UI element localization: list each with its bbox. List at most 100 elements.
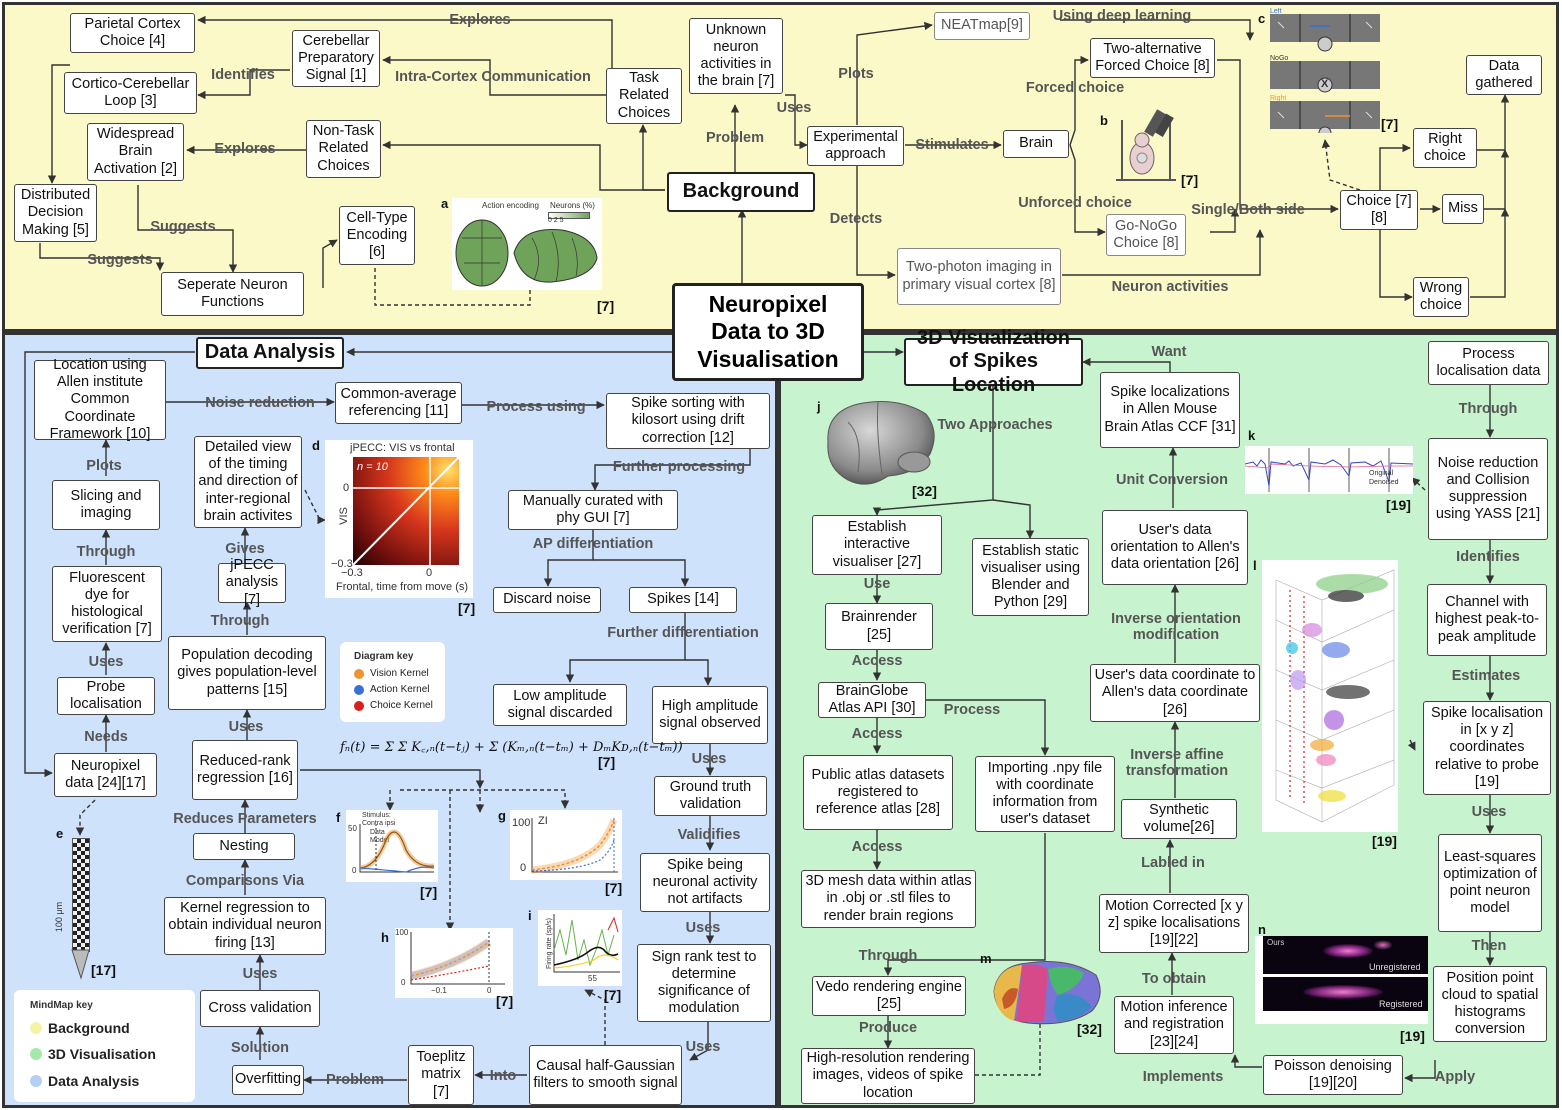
edge-label-into: Into [489,1068,517,1084]
edge-label-through: Through [76,544,136,560]
node-cell-type-encoding: Cell-Type Encoding [6] [339,206,415,265]
fig-f-stim: Stimulus: [362,812,391,819]
fig-n-unregistered: Unregistered [1369,962,1421,972]
edge-label-use: Use [863,576,891,592]
edge-label-further-processing: Further processing [612,459,746,475]
fig-m-ref: [32] [1077,1021,1102,1037]
node-miss: Miss [1442,194,1484,224]
node-label: Common-average referencing [11] [340,385,457,419]
edge-label-labled-in: Labled in [1141,855,1205,871]
edge-label-gives: Gives [225,541,265,557]
node-noise-reduction-yass: Noise reduction and Collision suppressio… [1428,438,1548,540]
edge-label-through-2: Through [210,613,270,629]
figure-n-registered-panel: Registered [1263,977,1428,1011]
edge-label-unforced-choice: Unforced choice [1018,195,1132,211]
node-label: Seperate Neuron Functions [177,276,288,310]
node-label: Two-alternative Forced Choice [8] [1095,40,1210,74]
figure-g-zi: ZI 100 0 [510,810,622,880]
figure-n-unregistered-panel: Ours Unregistered [1263,936,1428,974]
fig-f-letter: f [336,810,341,825]
node-seperate-neuron-functions: Seperate Neuron Functions [161,272,304,316]
edge-label-suggests-2: Suggests [87,252,153,268]
node-label: Motion Corrected [x y z] spike localisat… [1105,897,1243,949]
node-slicing-and-imaging: Slicing and imaging [52,480,160,530]
node-process-localisation-data: Process localisation data [1428,341,1549,385]
fig-d-letter: d [312,438,320,453]
fig-h-0: 0 [401,978,406,987]
node-least-squares: Least-squares optimization of point neur… [1438,834,1542,932]
node-label: Choice [7][8] [1346,192,1412,226]
mindmap-key-analysis: Data Analysis [30,1073,139,1089]
figure-f-stimulus: Stimulus: Contra ipsi Data Model 50 0 [346,810,438,882]
node-label: Establish static visualiser using Blende… [980,542,1081,611]
node-label: Slicing and imaging [70,487,142,521]
node-go-nogo-choice: Go-NoGo Choice [8] [1106,214,1186,256]
central-title-text: Neuropixel Data to 3D Visualisation [697,290,839,372]
edge-label-validifies: Validifies [677,827,741,843]
node-label: Fluorescent dye for histological verific… [62,569,152,638]
fig-h-x0: 0 [487,986,492,995]
edge-label-intra-cortex: Intra-Cortex Communication [395,69,591,85]
node-label: Process localisation data [1436,345,1541,379]
node-brainglobe-api: BrainGlobe Atlas API [30] [818,682,926,718]
node-brain: Brain [1003,130,1069,158]
fig-f-ref: [7] [420,884,438,900]
fig-g-100: 100 [512,817,531,829]
node-label: 3D Visualization of Spikes Location [916,326,1070,396]
edge-label-uses: Uses [88,654,124,670]
fig-n-ref: [19] [1400,1028,1425,1044]
fig-f-contra: Contra ipsi [362,820,396,827]
edge-label-access: Access [851,653,903,669]
figure-c-task-panels: Left NoGo Right X [1270,8,1380,133]
node-label: Cerebellar Preparatory Signal [1] [298,32,374,84]
node-brainrender: Brainrender [25] [825,603,933,650]
fig-e-letter: e [56,826,64,841]
node-channel-peak-to-peak: Channel with highest peak-to-peak amplit… [1427,584,1547,656]
fig-a-neurons: Neurons (%) [550,201,595,210]
figure-n-registration: Ours Unregistered Registered [1255,936,1428,1024]
fig-g-letter: g [498,808,506,823]
node-nesting: Nesting [193,833,295,860]
edge-label-ap-differentiation: AP differentiation [532,536,654,552]
node-ground-truth-validation: Ground truth validation [654,776,767,816]
node-label: Low amplitude signal discarded [507,687,613,721]
fig-h-ref: [7] [496,993,514,1009]
node-label: Nesting [219,837,269,854]
node-label: Neuropixel data [24][17] [65,757,146,791]
edge-label-solution: Solution [231,1040,289,1056]
node-label: User's data orientation to Allen's data … [1110,521,1240,573]
node-experimental-approach: Experimental approach [807,126,904,166]
edge-label-uses-4: Uses [685,920,721,936]
fig-a-title: Action encoding [482,201,539,210]
node-overfitting: Overfitting [232,1065,304,1095]
fig-d-x0: −0.3 [341,567,363,579]
node-label: Kernel regression to obtain individual n… [168,900,322,951]
edge-label-inverse-orientation: Inverse orientation modification [1111,611,1241,643]
figure-b-mouse-rig [1112,100,1180,188]
edge-label-identifies: Identifies [211,67,275,83]
fig-d-ref: [7] [458,600,476,616]
node-label: Channel with highest peak-to-peak amplit… [1435,594,1539,645]
node-label: Least-squares optimization of point neur… [1443,848,1537,917]
node-spike-sorting-kilosort: Spike sorting with kilosort using drift … [606,393,770,449]
node-label: Task Related Choices [617,70,671,121]
figure-d-jpecc: jPECC: VIS vs frontal n = 10 VIS 0 −0.3 … [325,440,473,598]
mindmap-key: MindMap key Background 3D Visualisation … [14,990,195,1102]
edge-label-single-both-side: Single/Both side [1191,202,1305,218]
node-motion-inference: Motion inference and registration [23][2… [1114,996,1234,1054]
node-causal-half-gaussian: Causal half-Gaussian filters to smooth s… [529,1045,682,1105]
edge-label-uses-3: Uses [691,751,727,767]
node-parietal-cortex-choice: Parietal Cortex Choice [4] [70,13,195,53]
diagram-key-label: Action Kernel [370,684,430,695]
edge-label-to-obtain: To obtain [1141,971,1207,987]
fig-c-ref: [7] [1381,116,1399,132]
node-label: Cell-Type Encoding [6] [346,209,408,261]
node-label: Detailed view of the timing and directio… [198,439,298,524]
node-label: Distributed Decision Making [5] [20,187,91,238]
edge-label-implements: Implements [1142,1069,1224,1085]
fig-k-original: Original [1369,470,1394,477]
node-discard-noise: Discard noise [493,587,601,613]
node-label: Public atlas datasets registered to refe… [811,766,945,818]
node-distributed-decision-making: Distributed Decision Making [5] [14,184,97,242]
node-task-related-choices: Task Related Choices [606,68,682,124]
